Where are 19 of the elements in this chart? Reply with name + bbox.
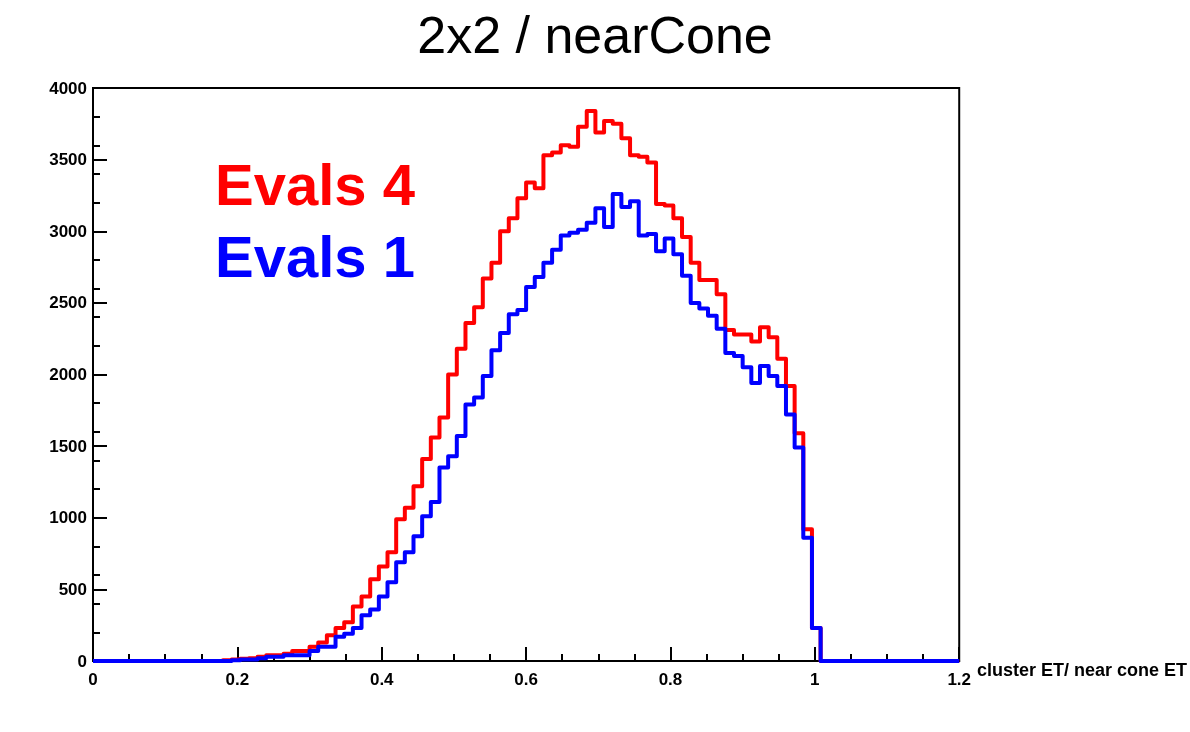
x-tick-label: 0.6 [514, 670, 538, 689]
series-label: Evals 1 [215, 223, 415, 289]
x-tick-label: 0.8 [658, 670, 683, 689]
x-axis-title: cluster ET/ near cone ET [976, 660, 1187, 680]
y-tick-label: 0 [77, 651, 87, 671]
chart-title: 2x2 / nearCone [417, 6, 773, 64]
y-tick-label: 2500 [49, 293, 87, 313]
x-tick-label: 1 [810, 670, 820, 689]
series-label: Evals 4 [215, 151, 415, 217]
y-tick-label: 500 [58, 579, 87, 599]
y-tick-label: 2000 [49, 365, 87, 384]
x-tick-label: 1.2 [947, 670, 972, 689]
y-tick-label: 3000 [49, 221, 87, 241]
y-tick-label: 4000 [49, 78, 87, 98]
y-tick-label: 1000 [49, 508, 87, 528]
x-tick-label: 0.2 [225, 670, 250, 689]
y-tick-label: 3500 [49, 150, 87, 170]
x-tick-label: 0.4 [369, 670, 395, 689]
y-tick-label: 1500 [49, 436, 87, 456]
